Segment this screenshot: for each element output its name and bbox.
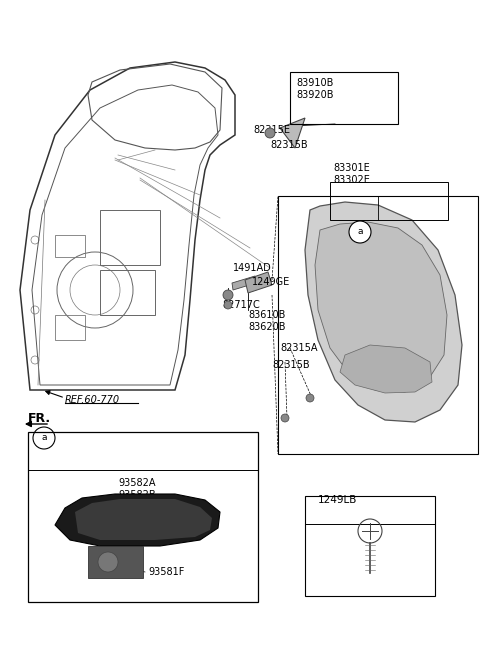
Circle shape — [265, 128, 275, 138]
Polygon shape — [280, 118, 305, 148]
Text: FR.: FR. — [28, 411, 51, 424]
Polygon shape — [245, 272, 272, 293]
Text: REF.60-770: REF.60-770 — [65, 395, 120, 405]
Circle shape — [349, 221, 371, 243]
Text: 82717C: 82717C — [222, 300, 260, 310]
Circle shape — [281, 414, 289, 422]
Bar — [290, 72, 398, 124]
Polygon shape — [75, 499, 212, 540]
Bar — [55, 315, 85, 340]
Text: 1491AD: 1491AD — [233, 263, 272, 273]
Text: 1249LB: 1249LB — [318, 495, 358, 505]
Polygon shape — [340, 345, 432, 393]
Circle shape — [98, 552, 118, 572]
Polygon shape — [232, 276, 256, 290]
Text: 83610B
83620B: 83610B 83620B — [248, 310, 286, 333]
Bar — [55, 235, 85, 257]
Text: 93581F: 93581F — [148, 567, 184, 577]
Text: 82315B: 82315B — [272, 360, 310, 370]
Bar — [28, 432, 258, 602]
Text: a: a — [357, 228, 363, 237]
Bar — [330, 182, 448, 220]
Bar — [100, 270, 155, 315]
Text: 93582A
93582B: 93582A 93582B — [118, 478, 156, 501]
Polygon shape — [315, 222, 447, 392]
Circle shape — [306, 394, 314, 402]
Text: a: a — [41, 434, 47, 443]
Text: 82315A: 82315A — [280, 343, 317, 353]
Text: 83910B
83920B: 83910B 83920B — [296, 78, 334, 100]
Circle shape — [223, 290, 233, 300]
Bar — [88, 546, 143, 578]
Bar — [305, 496, 435, 596]
Bar — [278, 196, 478, 454]
Bar — [100, 210, 160, 265]
Text: 83301E
83302E: 83301E 83302E — [333, 163, 370, 185]
Circle shape — [224, 301, 232, 309]
Polygon shape — [305, 202, 462, 422]
Polygon shape — [55, 494, 220, 546]
Text: 1249GE: 1249GE — [252, 277, 290, 287]
Text: 82315E: 82315E — [253, 125, 290, 135]
Text: 82315B: 82315B — [270, 140, 308, 150]
Circle shape — [33, 427, 55, 449]
